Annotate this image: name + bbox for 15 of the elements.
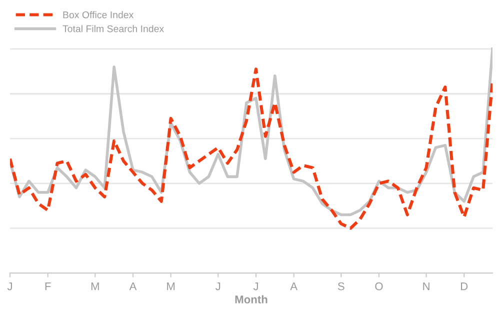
x-tick-label: A: [129, 282, 137, 290]
legend-label: Total Film Search Index: [62, 25, 164, 32]
x-tick-label: N: [423, 282, 430, 290]
x-tick-label: J: [7, 282, 12, 290]
x-tick-label: M: [167, 282, 175, 290]
x-tick-label: S: [338, 282, 344, 290]
x-tick-label: D: [461, 282, 468, 290]
x-tick-label: A: [290, 282, 298, 290]
x-tick-label: O: [375, 282, 383, 290]
x-axis-title: Month: [235, 295, 268, 304]
x-tick-label: M: [91, 282, 99, 290]
x-tick-label: J: [216, 282, 220, 290]
x-tick-label: F: [45, 282, 51, 290]
x-tick-label: J: [253, 282, 258, 290]
legend-label: Box Office Index: [63, 11, 134, 18]
